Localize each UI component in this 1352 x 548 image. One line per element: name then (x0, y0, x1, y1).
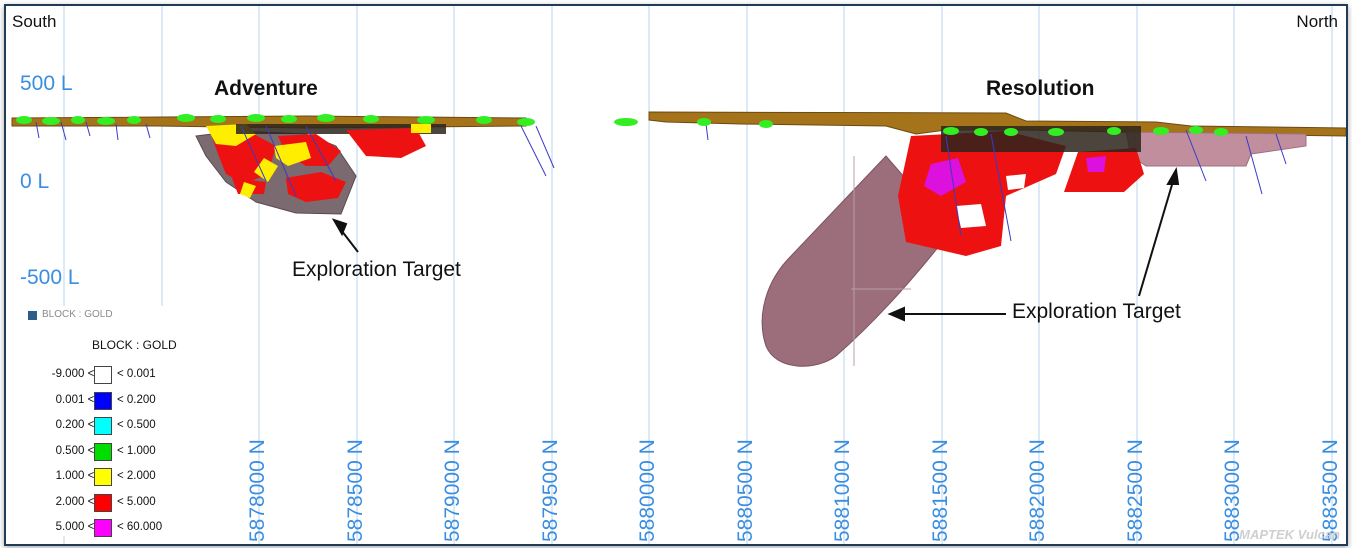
legend-swatch (94, 417, 112, 435)
legend-row: 0.500 <= < 1.000 (22, 442, 222, 463)
deposit-resolution: Resolution (986, 77, 1095, 100)
south-label: South (12, 12, 57, 31)
legend-lower-bound: 0.200 <= (55, 419, 101, 431)
legend-header: BLOCK : GOLD (42, 309, 113, 320)
resolution-exploration-target-label: Exploration Target (1012, 300, 1181, 323)
northing-label: 5878500 N (344, 439, 367, 542)
grade-legend: BLOCK : GOLD BLOCK : GOLD -9.000 <= < 0.0… (22, 306, 212, 537)
northing-label: 5879000 N (441, 439, 464, 542)
northing-label: 5880000 N (636, 439, 659, 542)
northing-label: 5879500 N (539, 439, 562, 542)
adventure-exploration-target-label: Exploration Target (292, 258, 461, 281)
annotation-arrows (331, 166, 1180, 322)
legend-lower-bound: 5.000 <= (55, 521, 101, 533)
legend-upper-bound: < 0.001 (117, 368, 156, 380)
legend-row: 0.200 <= < 0.500 (22, 417, 222, 437)
legend-upper-bound: < 0.200 (117, 393, 156, 406)
legend-lower-bound: 1.000 <= (55, 470, 101, 482)
legend-row: 1.000 <= < 2.000 (22, 468, 222, 488)
legend-upper-bound: < 60.000 (117, 521, 163, 533)
legend-swatch (94, 493, 112, 512)
drill-collars (16, 114, 1228, 136)
legend-row: 2.000 <= < 5.000 (22, 493, 222, 514)
drillholes (35, 121, 1287, 242)
northing-label: 5881500 N (929, 439, 952, 542)
vendor-watermark: MAPTEK Vulcan (1239, 527, 1340, 542)
legend-lower-bound: -9.000 <= (51, 368, 101, 380)
resolution-north-target (1125, 131, 1307, 167)
deposit-adventure: Adventure (214, 77, 318, 100)
legend-swatch (94, 442, 112, 461)
level-500: 500 L (20, 72, 73, 95)
legend-lower-bound: 2.000 <= (55, 495, 101, 508)
legend-swatch (94, 468, 112, 486)
legend-icon (28, 311, 37, 320)
legend-upper-bound: < 5.000 (117, 495, 156, 508)
long-section-canvas (11, 6, 1346, 544)
north-label: North (1296, 12, 1338, 31)
northing-label: 5881000 N (831, 439, 854, 542)
adventure-grade-blocks (206, 124, 446, 202)
legend-row: 0.001 <= < 0.200 (22, 391, 222, 412)
legend-upper-bound: < 0.500 (117, 419, 156, 431)
resolution-target-arrow-right (1138, 177, 1175, 297)
grid-lines (63, 6, 1333, 544)
level-minus-500: -500 L (20, 266, 80, 289)
legend-swatch (94, 391, 112, 410)
legend-title: BLOCK : GOLD (92, 338, 177, 352)
legend-upper-bound: < 1.000 (117, 444, 156, 457)
legend-row: 5.000 <= < 60.000 (22, 519, 222, 539)
resolution-grade-blocks (898, 126, 1144, 256)
legend-row: -9.000 <= < 0.001 (22, 366, 222, 386)
legend-lower-bound: 0.500 <= (55, 444, 101, 457)
northing-label: 5882000 N (1026, 439, 1049, 542)
northing-label: 5882500 N (1124, 439, 1147, 542)
northing-label: 5880500 N (734, 439, 757, 542)
section-view: South North 500 L 0 L -500 L Adventure R… (4, 4, 1348, 546)
northing-label: 5878000 N (246, 439, 269, 542)
legend-swatch (94, 519, 112, 537)
legend-swatch (94, 366, 112, 384)
legend-lower-bound: 0.001 <= (55, 393, 101, 406)
level-0: 0 L (20, 170, 50, 193)
legend-upper-bound: < 2.000 (117, 470, 156, 482)
